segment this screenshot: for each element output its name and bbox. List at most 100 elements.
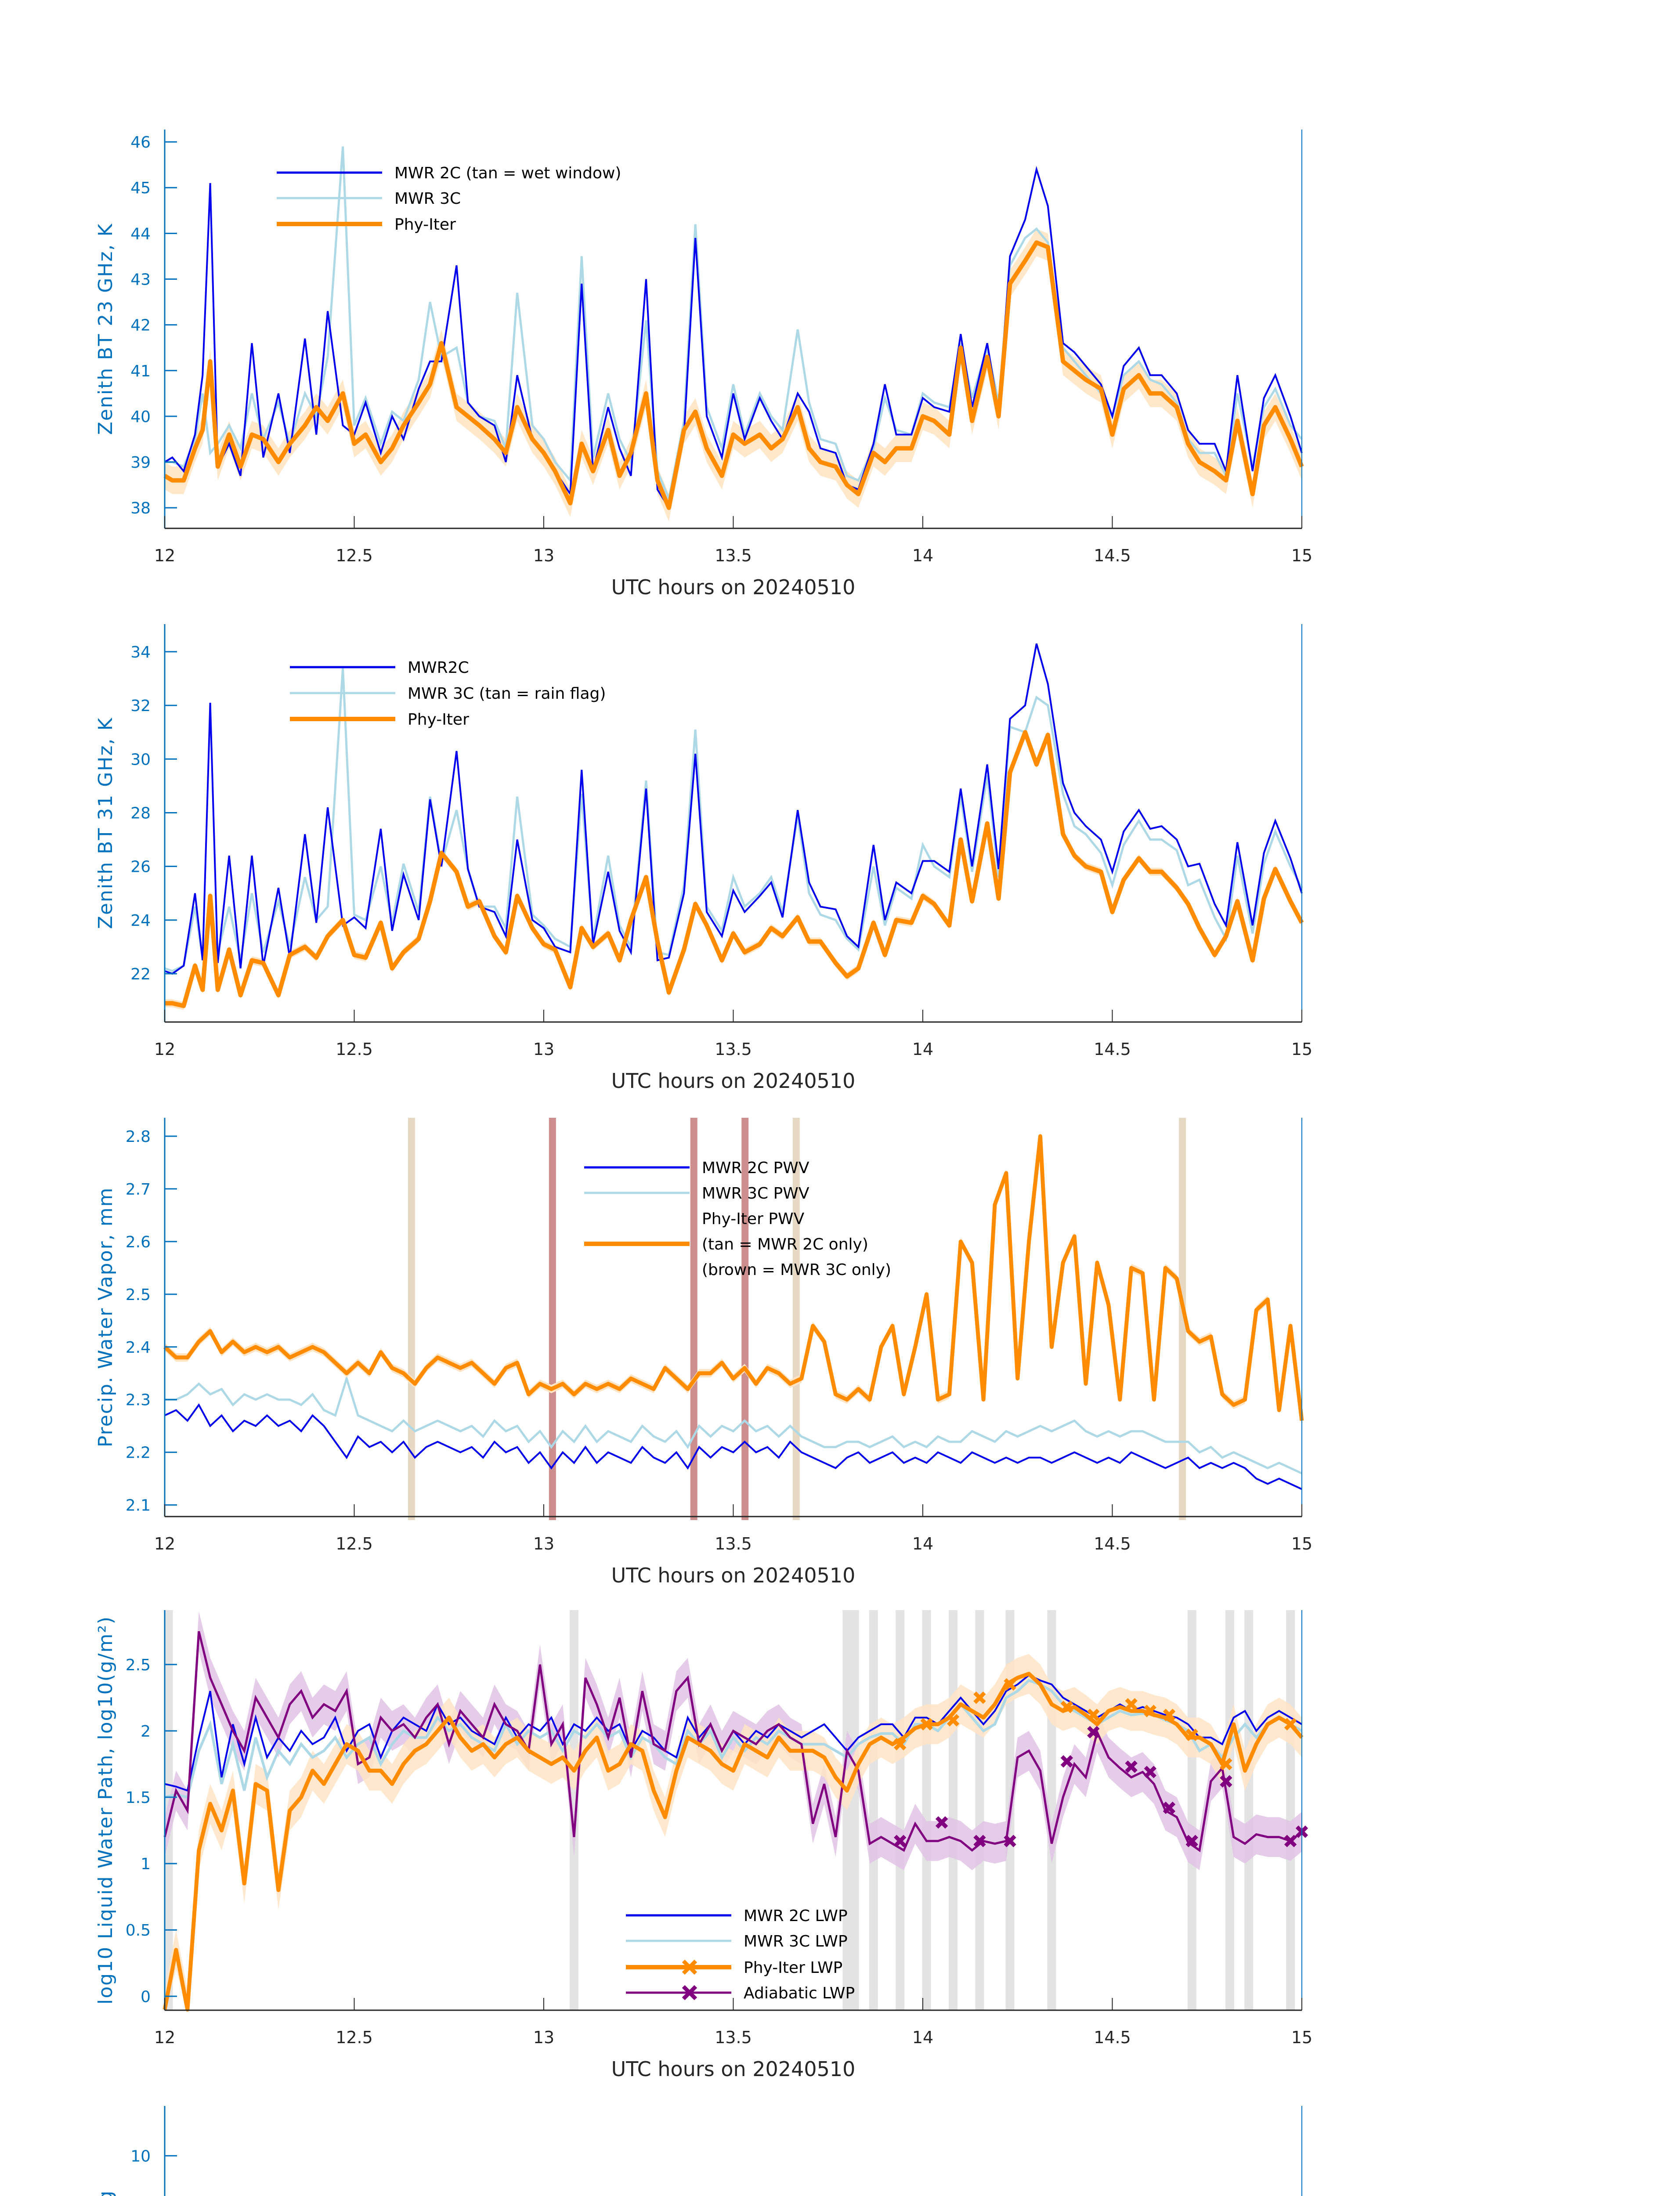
legend-label: (tan = MWR 2C only) bbox=[702, 1235, 868, 1253]
series-phyiter-line bbox=[165, 730, 1304, 1008]
legend-item-mwr3c: MWR 3C bbox=[277, 190, 461, 208]
adiabatic-x-marker bbox=[1125, 1760, 1138, 1773]
legend: MWR2C MWR 3C (tan = rain flag) Phy-Iter bbox=[290, 659, 606, 729]
legend-marker-icon bbox=[682, 1985, 697, 2001]
x-axis-title: UTC hours on 20240510 bbox=[611, 1069, 856, 1093]
tan-flag-band bbox=[408, 1118, 415, 1520]
x-tick-label: 13.5 bbox=[715, 2028, 752, 2047]
y-axis-title: MWR Phy Iter DQ Flag bbox=[94, 2190, 117, 2196]
adiabatic-uncertainty-band bbox=[165, 1611, 1302, 1871]
y-tick-label: 26 bbox=[130, 858, 151, 876]
y-tick-label: 1.5 bbox=[126, 1789, 151, 1807]
y-axis-title: Zenith BT 23 GHz, K bbox=[94, 223, 117, 435]
legend-label: Adiabatic LWP bbox=[744, 1984, 855, 2002]
adiabatic-x-marker bbox=[1144, 1766, 1156, 1778]
x-tick-label: 13.5 bbox=[715, 1534, 752, 1553]
x-tick-label: 12.5 bbox=[336, 546, 373, 565]
series-mwr3c-line bbox=[165, 1375, 1303, 1474]
brown-flag-band bbox=[549, 1118, 556, 1520]
y-tick-label: 34 bbox=[130, 643, 151, 661]
x-tick-label: 15 bbox=[1291, 1040, 1312, 1059]
tan-flag-band bbox=[1179, 1118, 1186, 1520]
gray-flag-band bbox=[869, 1610, 878, 2010]
y-tick-label: 32 bbox=[130, 697, 151, 715]
y-tick-label: 24 bbox=[130, 912, 151, 930]
panel-pwv: 2.1 2.2 2.3 2.4 2.5 2.6 2.7 2.8 12 12.5 13 13.5 14 14… bbox=[94, 1118, 1312, 1587]
y-tick-label: 2.7 bbox=[126, 1181, 151, 1199]
x-tick-label: 12 bbox=[154, 1534, 175, 1553]
adiabatic-x-marker bbox=[1163, 1802, 1176, 1814]
legend-item-phyiter: Phy-Iter bbox=[290, 711, 469, 729]
series-mwr3c-line bbox=[164, 668, 1303, 972]
y-tick-label: 2.1 bbox=[126, 1497, 151, 1515]
gray-flag-band bbox=[949, 1610, 958, 2010]
legend-item-phyiter: (tan = MWR 2C only) bbox=[584, 1235, 868, 1253]
y-tick-label: 30 bbox=[130, 751, 151, 769]
gray-flag-band bbox=[975, 1610, 984, 2010]
legend: MWR 2C PWV MWR 3C PWV Phy-Iter PWV (tan = M… bbox=[584, 1159, 891, 1279]
x-tick-label: 12.5 bbox=[336, 1534, 373, 1553]
gray-flag-band bbox=[922, 1610, 931, 2010]
phyiter-x-marker bbox=[1144, 1705, 1156, 1717]
y-tick-label: 2.2 bbox=[126, 1444, 151, 1462]
series-phyiter-line bbox=[163, 1134, 1304, 1421]
y-axis-title: Zenith BT 31 GHz, K bbox=[94, 717, 117, 929]
y-tick-label: 2.6 bbox=[126, 1233, 151, 1251]
legend-item-mwr2c: MWR2C bbox=[290, 659, 469, 677]
y-tick-label: 10 bbox=[130, 2147, 151, 2165]
legend-label: Phy-Iter LWP bbox=[744, 1959, 842, 1977]
y-axis-title: log10 Liquid Water Path, log10(g/m²) bbox=[94, 1616, 117, 2005]
x-tick-label: 13 bbox=[533, 1534, 554, 1553]
y-tick-label: 0 bbox=[141, 1988, 151, 2006]
adiabatic-x-marker bbox=[1060, 1755, 1073, 1768]
legend-item-mwr2c: MWR 2C PWV bbox=[584, 1159, 809, 1177]
x-tick-label: 14.5 bbox=[1094, 2028, 1131, 2047]
x-tick-label: 15 bbox=[1291, 2028, 1312, 2047]
y-tick-label: 45 bbox=[130, 179, 151, 197]
x-tick-label: 14.5 bbox=[1094, 1040, 1131, 1059]
series-mwr2c-line bbox=[164, 1403, 1302, 1490]
adiabatic-x-marker bbox=[1087, 1726, 1100, 1739]
x-tick-label: 12 bbox=[154, 1040, 175, 1059]
adiabatic-x-marker bbox=[1284, 1835, 1297, 1847]
phyiter-x-marker bbox=[1284, 1718, 1297, 1731]
gray-flag-band bbox=[896, 1610, 905, 2010]
x-tick-label: 14 bbox=[912, 1040, 933, 1059]
x-tick-label: 14 bbox=[912, 2028, 933, 2047]
adiabatic-x-marker bbox=[1220, 1775, 1232, 1788]
x-tick-label: 14.5 bbox=[1094, 546, 1131, 565]
y-tick-label: 42 bbox=[130, 317, 151, 335]
phyiter-x-marker bbox=[973, 1691, 986, 1704]
y-tick-label: 43 bbox=[130, 271, 151, 289]
y-tick-label: 41 bbox=[130, 362, 151, 380]
legend-label: MWR 3C PWV bbox=[702, 1185, 809, 1203]
phyiter-x-marker bbox=[1220, 1758, 1232, 1770]
series-phyiter-line bbox=[163, 240, 1304, 510]
series-phyiter-line bbox=[163, 1672, 1304, 2012]
legend-label: MWR 2C PWV bbox=[702, 1159, 809, 1177]
legend: MWR 2C (tan = wet window) MWR 3C Phy-Iter bbox=[277, 164, 621, 234]
panel-bt23: 38 39 40 41 42 43 44 45 46 12 12.5 13 13.5 14 14.5 15 UT… bbox=[94, 130, 1312, 599]
x-tick-label: 13.5 bbox=[715, 1040, 752, 1059]
x-axis-title: UTC hours on 20240510 bbox=[611, 2057, 856, 2081]
x-tick-label: 12.5 bbox=[336, 1040, 373, 1059]
x-tick-label: 14.5 bbox=[1094, 1534, 1131, 1553]
y-tick-label: 2.5 bbox=[126, 1656, 151, 1674]
y-tick-label: 2.4 bbox=[126, 1339, 151, 1357]
y-tick-label: 40 bbox=[130, 408, 151, 426]
panel-bt31: 22 24 26 28 30 32 34 12 12.5 13 13.5 14 14.5 15 UTC ho… bbox=[94, 624, 1312, 1093]
adiabatic-x-marker bbox=[935, 1816, 948, 1829]
x-axis-title: UTC hours on 20240510 bbox=[611, 1564, 856, 1587]
phyiter-x-marker bbox=[1087, 1708, 1100, 1721]
series-mwr2c-line bbox=[164, 166, 1303, 510]
phyiter-x-marker bbox=[920, 1718, 933, 1731]
phyiter-x-marker bbox=[894, 1737, 907, 1751]
y-tick-label: 39 bbox=[130, 454, 151, 472]
gray-flag-band bbox=[1286, 1610, 1295, 2010]
x-tick-label: 15 bbox=[1291, 546, 1312, 565]
y-tick-label: 2.3 bbox=[126, 1391, 151, 1409]
y-tick-label: 28 bbox=[130, 804, 151, 822]
y-tick-label: 1 bbox=[141, 1855, 151, 1873]
